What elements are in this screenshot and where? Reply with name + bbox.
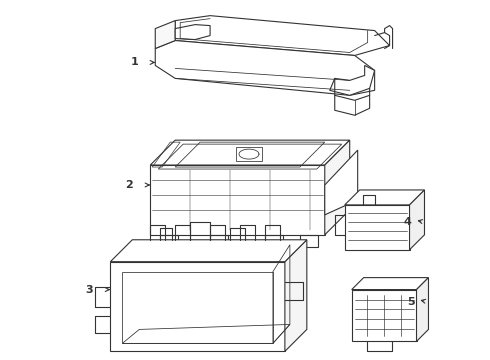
Polygon shape <box>325 140 350 235</box>
Polygon shape <box>345 205 410 250</box>
Polygon shape <box>330 66 375 95</box>
Polygon shape <box>352 278 428 289</box>
Polygon shape <box>410 190 424 250</box>
Polygon shape <box>155 41 375 95</box>
Polygon shape <box>150 140 350 165</box>
Text: 5: 5 <box>407 297 415 306</box>
Text: 1: 1 <box>130 58 138 67</box>
Polygon shape <box>110 262 285 351</box>
Polygon shape <box>175 15 390 55</box>
Polygon shape <box>285 240 307 351</box>
Polygon shape <box>325 150 358 215</box>
Polygon shape <box>352 289 416 341</box>
Text: 2: 2 <box>125 180 133 190</box>
Polygon shape <box>175 24 210 40</box>
Polygon shape <box>155 21 175 49</box>
Polygon shape <box>110 240 307 262</box>
Polygon shape <box>150 165 325 235</box>
Text: 3: 3 <box>86 284 94 294</box>
Polygon shape <box>345 190 424 205</box>
Text: 4: 4 <box>404 217 412 227</box>
Polygon shape <box>416 278 428 341</box>
